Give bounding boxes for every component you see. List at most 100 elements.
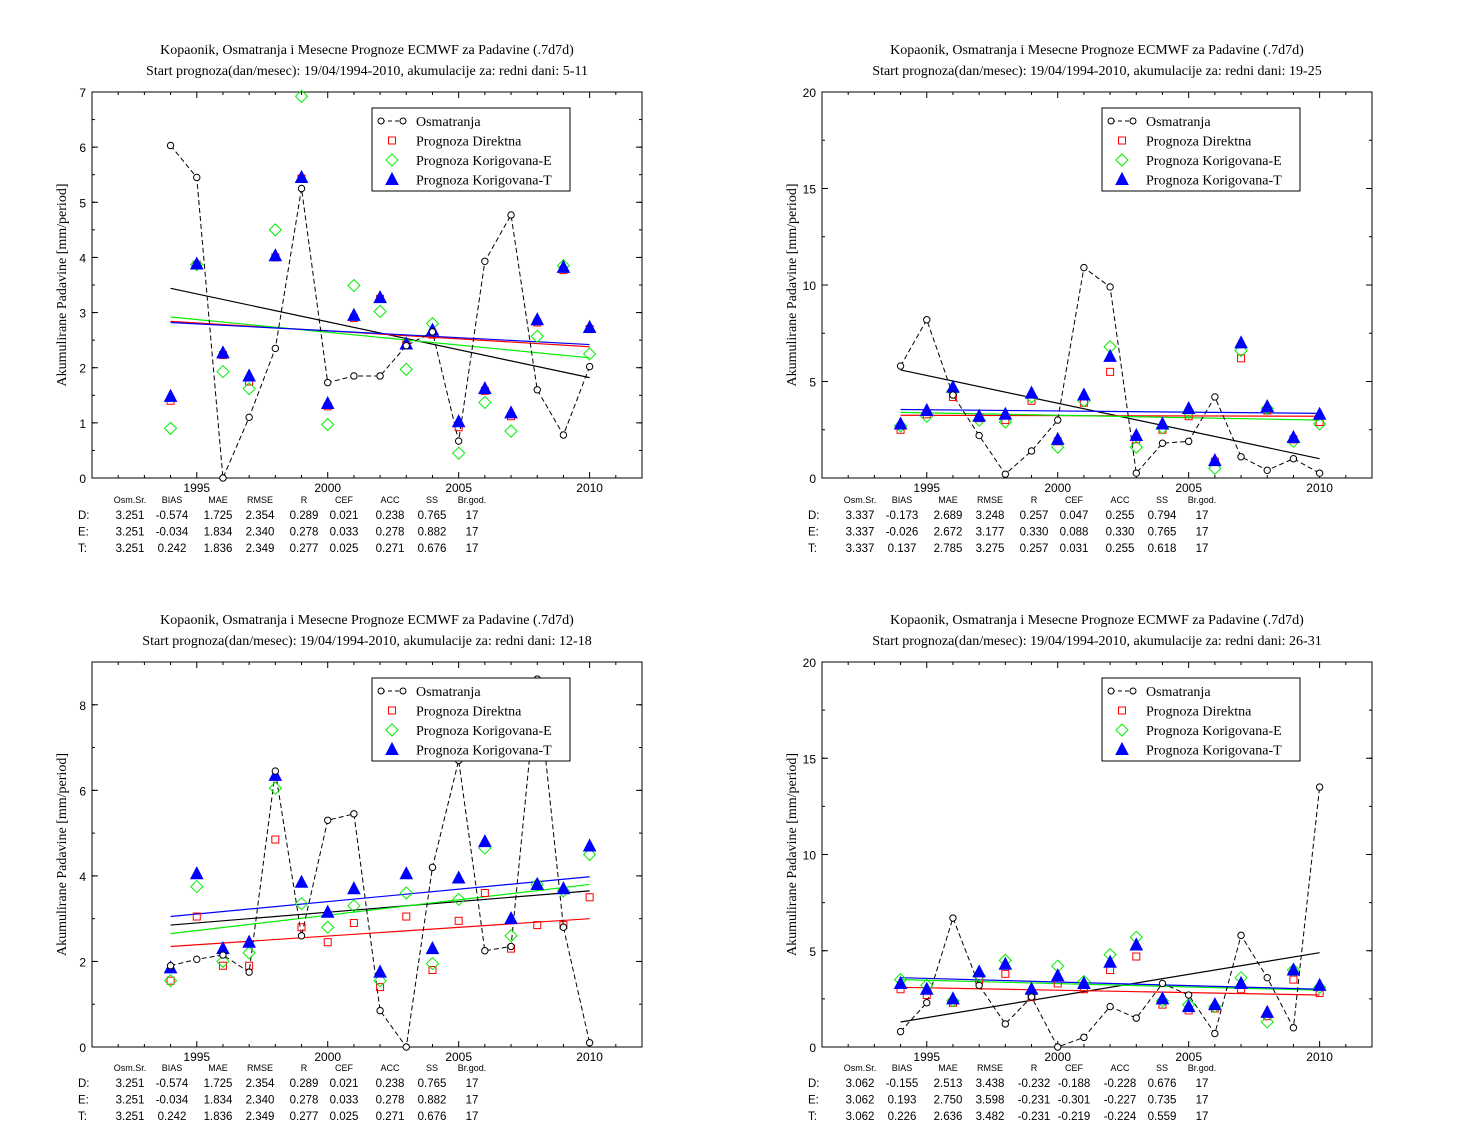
y-axis-label: Akumulirane Padavine [mm/period] [785,184,800,387]
data-point-series-2 [190,257,204,272]
data-point-series-2 [347,899,361,913]
x-tick-label: 1995 [913,481,940,495]
legend: Osmatranja Prognoza Direktna Prognoza Kori… [1101,107,1301,192]
chart-subtitle: Start prognoza(dan/mesec): 19/04/1994-20… [142,634,591,649]
data-point-series-0 [507,211,515,219]
data-point-series-0 [166,141,175,150]
stats-row-label: T: [808,543,817,555]
data-point-series-3 [1260,399,1275,413]
y-tick-label: 8 [79,699,86,713]
y-tick-label: 6 [79,784,86,798]
data-point-series-3 [556,881,571,895]
stats-value: 3.251 [116,527,145,539]
legend-marker [388,136,396,145]
stats-value: -0.574 [156,510,189,522]
data-point-series-1 [297,923,306,932]
data-point-series-0 [896,362,905,370]
chart-panel-1: Kopaonik, Osmatranja i Mesecne Prognoze … [55,43,643,555]
stats-value: 0.137 [888,543,917,555]
data-point-series-0 [1289,455,1298,463]
stats-value: 17 [466,510,479,522]
stats-value: 17 [1196,1111,1209,1123]
stats-value: 1.836 [204,543,233,555]
data-point-series-1 [1001,969,1010,978]
stats-header: Br.god. [1188,1063,1217,1073]
stats-value: 0.765 [418,1078,447,1090]
chart-panel-3: Kopaonik, Osmatranja i Mesecne Prognoze … [55,613,643,1123]
data-point-series-0 [245,413,253,422]
stats-header: R [301,1063,308,1073]
stats-header: Osm.Sr. [114,495,147,505]
stats-row-label: T: [808,1111,817,1123]
stats-header: SS [1156,495,1168,505]
stats-row-label: D: [78,1078,90,1090]
legend-marker [377,687,385,695]
stats-header: BIAS [162,1063,183,1073]
data-point-series-3 [1024,385,1039,399]
legend-label: Prognoza Korigovana-T [1146,174,1282,189]
y-axis-label: Akumulirane Padavine [mm/period] [55,184,70,387]
data-point-series-2 [190,879,204,894]
stats-header: R [1031,1063,1038,1073]
data-point-series-3 [268,248,283,262]
legend-marker [1115,741,1129,755]
stats-value: -0.227 [1104,1095,1137,1107]
data-point-series-3 [919,402,934,416]
data-point-series-0 [1001,470,1010,478]
data-point-series-0 [1001,1020,1010,1028]
legend-label: Prognoza Korigovana-T [1146,744,1282,759]
stats-value: 3.337 [846,527,875,539]
data-point-series-3 [998,406,1013,420]
legend-label: Osmatranja [1146,115,1211,130]
data-point-series-0 [402,341,410,350]
y-tick-label: 0 [809,1041,816,1055]
stats-header: CEF [1065,495,1084,505]
data-point-series-0 [1158,979,1167,988]
data-point-series-2 [163,973,178,988]
stats-row-label: D: [78,510,90,522]
y-tick-label: 5 [809,945,816,959]
stats-value: -0.228 [1104,1078,1137,1090]
data-point-series-0 [1132,469,1140,477]
data-point-series-2 [321,417,335,432]
data-point-series-2 [294,89,309,104]
stats-row-label: D: [808,1078,820,1090]
stats-header: R [1031,495,1038,505]
data-point-series-2 [478,395,492,410]
data-point-series-0 [949,914,957,922]
stats-value: 1.725 [204,1078,233,1090]
data-point-series-3 [189,866,204,880]
chart-subtitle: Start prognoza(dan/mesec): 19/04/1994-20… [872,64,1321,79]
legend-marker [399,687,407,695]
stats-header: CEF [335,495,354,505]
legend-label: Prognoza Korigovana-E [416,724,552,739]
stats-header: CEF [335,1063,354,1073]
stats-value: 3.337 [846,510,875,522]
legend-label: Prognoza Korigovana-E [1146,724,1282,739]
data-point-series-3 [242,368,256,382]
stats-header: ACC [380,1063,400,1073]
stats-value: 0.255 [1106,543,1135,555]
data-point-series-3 [320,395,335,410]
legend-marker [1107,687,1115,695]
legend-marker [388,706,396,715]
stats-header: RMSE [247,495,273,505]
x-tick-label: 2005 [445,481,472,495]
data-point-series-2 [268,223,283,237]
stats-value: 3.482 [976,1111,1005,1123]
trend-line-1 [900,986,1320,996]
legend-label: Prognoza Korigovana-T [416,174,552,189]
data-point-series-2 [268,781,283,795]
y-tick-label: 10 [803,849,817,863]
legend-label: Prognoza Korigovana-E [1146,154,1282,169]
data-point-series-2 [163,421,178,436]
plot-frame [91,661,643,1048]
data-point-series-2 [1051,440,1065,454]
data-point-series-0 [193,955,201,964]
data-point-series-0 [1158,439,1167,447]
data-point-series-1 [454,916,463,925]
stats-row-label: E: [808,527,819,539]
data-point-series-0 [975,431,983,440]
stats-header: Br.god. [1188,495,1217,505]
legend-label: Prognoza Direktna [1146,135,1252,150]
